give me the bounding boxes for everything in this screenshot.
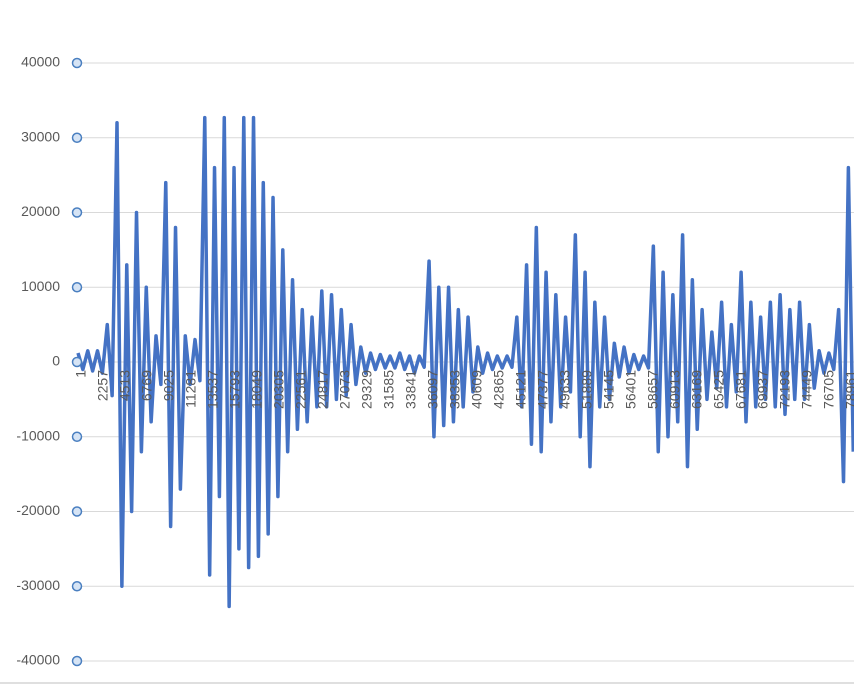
axis-handle [71, 282, 83, 293]
x-tick-label: 69937 [755, 370, 771, 409]
x-tick-label: 13537 [205, 370, 221, 409]
x-tick-label: 2257 [95, 370, 111, 401]
y-tick-label: 0 [52, 353, 60, 369]
x-tick-label: 11281 [183, 370, 199, 408]
y-tick-label: -20000 [16, 502, 60, 518]
x-tick-label: 60913 [667, 370, 683, 409]
axis-handle [71, 655, 83, 667]
axis-handle [71, 207, 83, 218]
y-tick-label: -10000 [16, 427, 60, 443]
x-tick-label: 6769 [139, 370, 155, 401]
axis-handle [71, 431, 83, 442]
x-tick-label: 22561 [293, 370, 309, 409]
x-tick-label: 33841 [403, 370, 419, 409]
x-tick-label: 40609 [469, 370, 485, 409]
x-tick-label: 9025 [161, 370, 177, 401]
x-tick-label: 78961 [843, 370, 854, 409]
x-tick-label: 45121 [513, 370, 529, 409]
axis-handle [71, 57, 83, 69]
x-tick-label: 51889 [579, 370, 595, 409]
x-tick-label: 65425 [711, 370, 727, 409]
x-tick-label: 36097 [425, 370, 441, 409]
x-tick-label: 47377 [535, 370, 551, 409]
x-tick-label: 27073 [337, 370, 353, 409]
y-tick-label: 40000 [21, 54, 60, 70]
x-tick-label: 56401 [623, 370, 639, 409]
x-tick-label: 76705 [821, 370, 837, 409]
x-tick-label: 18049 [249, 370, 265, 409]
x-tick-label: 15793 [227, 370, 243, 409]
x-tick-label: 54145 [601, 370, 617, 409]
x-tick-label: 49633 [557, 370, 573, 409]
x-tick-label: 24817 [315, 370, 331, 409]
x-tick-label: 4513 [117, 370, 133, 401]
x-tick-label: 1 [73, 370, 89, 378]
x-tick-label: 63169 [689, 370, 705, 409]
y-tick-label: -40000 [16, 652, 60, 668]
axis-handle [71, 356, 83, 368]
x-tick-label: 20305 [271, 370, 287, 409]
x-tick-label: 29329 [359, 370, 375, 409]
x-tick-label: 67681 [733, 370, 749, 409]
axis-handle [71, 581, 83, 592]
y-tick-label: 10000 [21, 278, 60, 294]
x-tick-label: 74449 [799, 370, 815, 409]
x-tick-label: 72193 [777, 370, 793, 409]
x-tick-label: 42865 [491, 370, 507, 409]
y-tick-label: 20000 [21, 203, 60, 219]
y-tick-label: -30000 [16, 577, 60, 593]
axis-handle [71, 506, 83, 517]
axis-handle [71, 132, 83, 143]
x-tick-label: 58657 [645, 370, 661, 409]
x-tick-label: 31585 [381, 370, 397, 409]
waveform-line [76, 115, 854, 609]
y-tick-label: 30000 [21, 128, 60, 144]
x-tick-label: 38353 [447, 370, 463, 409]
